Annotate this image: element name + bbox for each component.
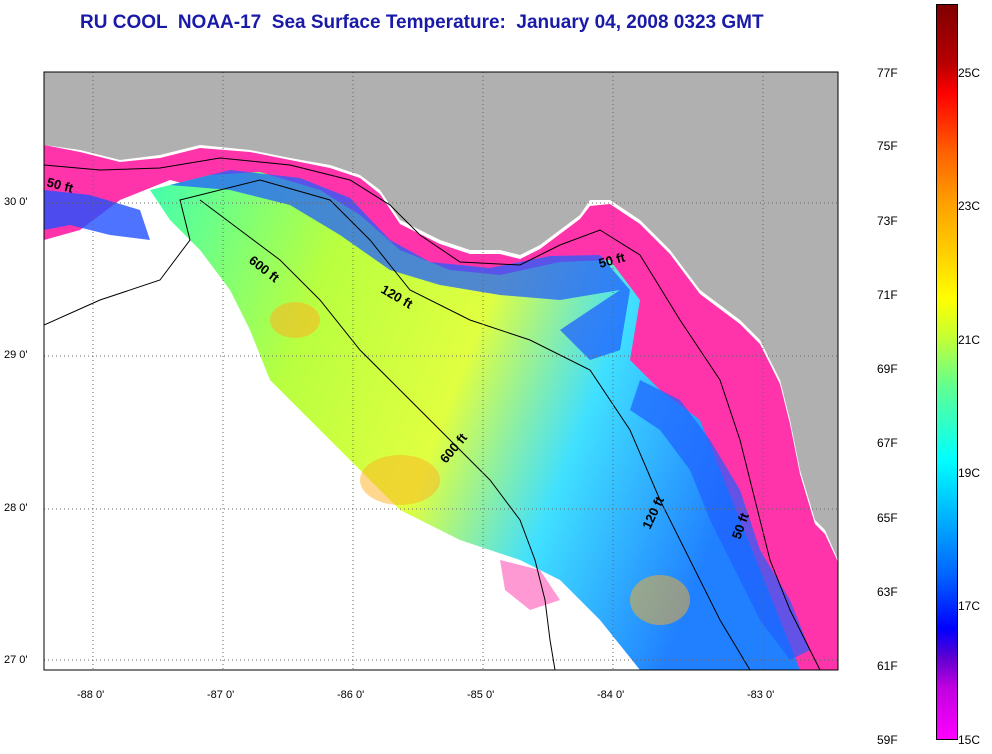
contour-label: 50 ft [45, 174, 75, 196]
lon-tick: -88 0' [77, 689, 105, 701]
colorbar-c-label: 19C [958, 466, 981, 480]
lat-tick: 30 0' [4, 196, 28, 208]
lon-tick: -84 0' [597, 689, 625, 701]
warm-patch-1 [270, 302, 320, 338]
colorbar-f-label: 77F [877, 66, 898, 80]
cool-shelf-band [170, 170, 630, 360]
lat-tick: 27 0' [4, 654, 28, 666]
cold-nearshore-band [44, 145, 838, 670]
grid-lines [44, 72, 838, 670]
colorbar-c-label: 17C [958, 599, 981, 613]
contour-50ft [44, 157, 821, 670]
colorbar-f-label: 69F [877, 362, 898, 376]
contour-label: 50 ft [597, 249, 627, 271]
colorbar-f-label: 61F [877, 659, 898, 673]
lon-tick: -83 0' [747, 689, 775, 701]
lat-tick: 28 0' [4, 502, 28, 514]
warm-patch-2 [360, 455, 440, 505]
sst-field [150, 172, 800, 670]
colorbar-f-label: 65F [877, 511, 898, 525]
lon-tick: -86 0' [337, 689, 365, 701]
lat-tick: 29 0' [4, 349, 28, 361]
map-title: RU COOL NOAA-17 Sea Surface Temperature:… [80, 12, 764, 33]
colorbar-f-label: 73F [877, 214, 898, 228]
cold-speckle [500, 560, 560, 610]
colorbar-f-label: 59F [877, 733, 898, 747]
colorbar-c-label: 15C [958, 733, 981, 747]
cool-west-patch [44, 190, 150, 240]
colorbar-c-label: 25C [958, 66, 981, 80]
contour-120ft [44, 179, 751, 670]
colorbar-c-label: 21C [958, 333, 981, 347]
cool-east-band [630, 380, 810, 660]
plot-frame [43, 71, 839, 671]
colorbar-c-label: 23C [958, 199, 981, 213]
colorbar [936, 4, 958, 740]
land-region [44, 72, 838, 560]
lon-tick: -87 0' [207, 689, 235, 701]
contour-600ft [199, 199, 556, 670]
lon-tick: -85 0' [467, 689, 495, 701]
colorbar-f-label: 75F [877, 139, 898, 153]
colorbar-f-label: 71F [877, 288, 898, 302]
colorbar-f-label: 63F [877, 585, 898, 599]
warm-patch-3 [630, 575, 690, 625]
colorbar-f-label: 67F [877, 436, 898, 450]
